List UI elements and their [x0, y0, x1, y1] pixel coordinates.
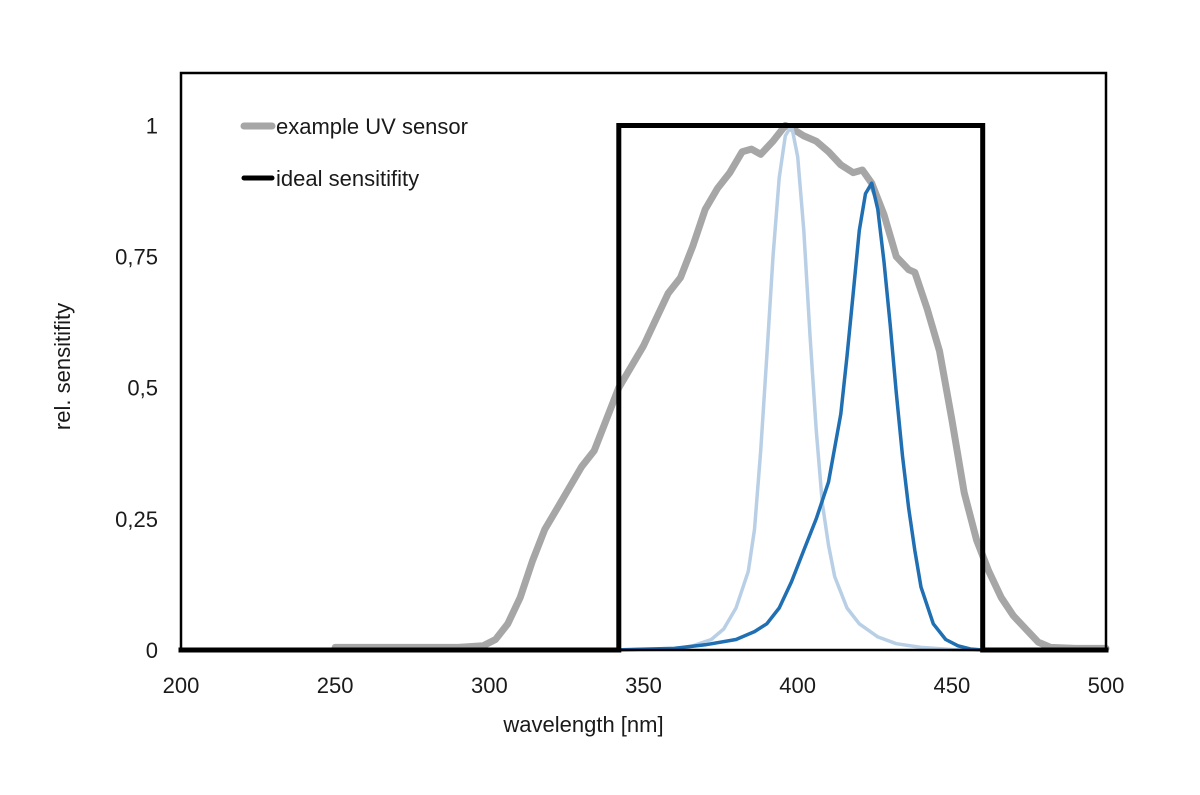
legend-label: example UV sensor — [276, 114, 468, 139]
series-layer — [178, 122, 1110, 653]
x-tick-label: 250 — [317, 673, 354, 698]
legend-item-ideal-sensitifity: ideal sensitifity — [241, 166, 419, 191]
series-dark-blue-filter — [610, 181, 985, 652]
y-tick-label: 0,5 — [127, 376, 158, 401]
y-tick-label: 1 — [146, 113, 158, 138]
x-tick-label: 400 — [779, 673, 816, 698]
y-tick-label: 0 — [146, 638, 158, 663]
x-tick-label: 500 — [1088, 673, 1125, 698]
x-tick-label: 200 — [163, 673, 200, 698]
legend-item-example-uv-sensor: example UV sensor — [240, 114, 468, 139]
plot-area-frame — [179, 71, 1108, 652]
x-axis-tick-labels: 200 250 300 350 400 450 500 — [163, 673, 1125, 698]
series-ideal-sensitifity — [178, 123, 1109, 653]
y-axis-label: rel. sensitifity — [50, 303, 75, 430]
x-axis-label: wavelength [nm] — [502, 712, 663, 737]
x-tick-label: 300 — [471, 673, 508, 698]
y-axis-tick-labels: 0 0,25 0,5 0,75 1 — [115, 113, 158, 663]
series-light-blue-filter — [610, 123, 985, 652]
x-tick-label: 450 — [933, 673, 970, 698]
x-tick-label: 350 — [625, 673, 662, 698]
series-example-uv-sensor — [331, 122, 1110, 652]
y-tick-label: 0,25 — [115, 507, 158, 532]
legend-label: ideal sensitifity — [276, 166, 419, 191]
y-tick-label: 0,75 — [115, 245, 158, 270]
legend: example UV sensor ideal sensitifity — [240, 114, 468, 191]
